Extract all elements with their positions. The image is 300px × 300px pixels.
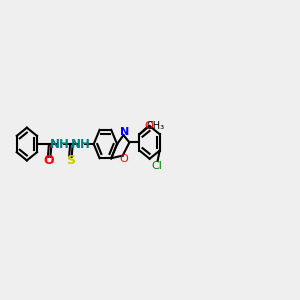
Text: S: S [66,154,75,167]
Text: CH₃: CH₃ [146,121,164,131]
Text: N: N [120,127,129,137]
Text: O: O [44,154,55,167]
Text: NH: NH [71,138,91,151]
Text: Cl: Cl [152,161,163,171]
Text: NH: NH [50,138,70,151]
Text: O: O [119,154,128,164]
Text: O: O [145,121,153,131]
